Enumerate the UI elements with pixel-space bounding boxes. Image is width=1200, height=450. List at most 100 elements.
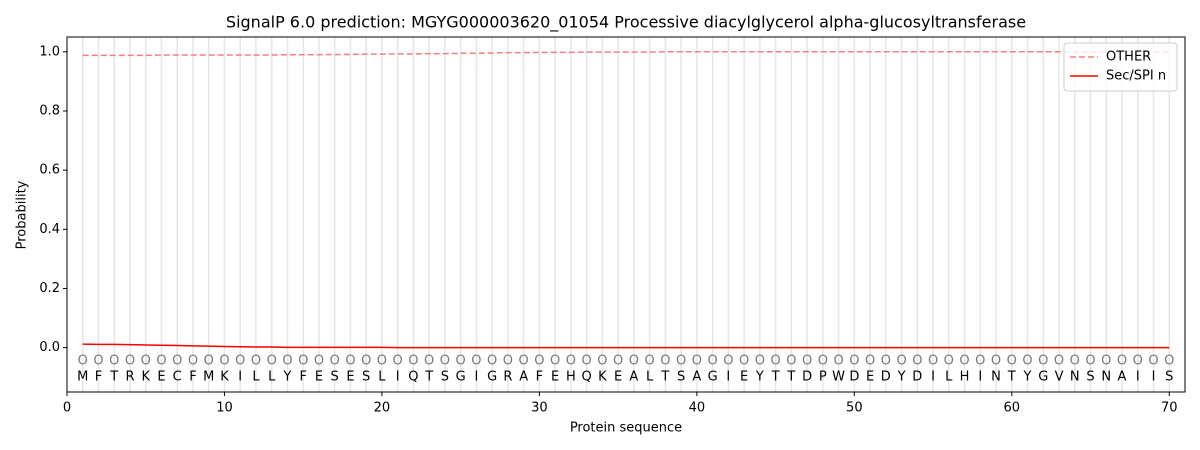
residue-label: F	[536, 370, 543, 385]
state-label: O	[141, 353, 151, 368]
residue-label: T	[660, 370, 669, 385]
state-label: O	[1054, 353, 1064, 368]
y-tick-label: 0.0	[39, 340, 60, 355]
state-label: O	[534, 353, 544, 368]
residue-label: E	[740, 370, 748, 385]
residue-label: D	[912, 370, 922, 385]
residue-label: I	[474, 370, 478, 385]
residue-label: F	[299, 370, 306, 385]
residue-label: Y	[755, 370, 764, 385]
residue-label: I	[238, 370, 242, 385]
residue-label: Q	[408, 370, 418, 385]
state-label: O	[566, 353, 576, 368]
state-label: O	[330, 353, 340, 368]
state-label: O	[1148, 353, 1158, 368]
state-label: O	[298, 353, 308, 368]
x-axis-label: Protein sequence	[570, 421, 682, 436]
state-label: O	[1022, 353, 1032, 368]
residue-label: E	[315, 370, 323, 385]
state-label: O	[645, 353, 655, 368]
legend-label: Sec/SPI n	[1106, 69, 1166, 84]
state-label: O	[440, 353, 450, 368]
residue-label: S	[362, 370, 370, 385]
residue-label: C	[173, 370, 182, 385]
state-label: O	[944, 353, 954, 368]
residue-label: L	[268, 370, 276, 385]
state-label: O	[582, 353, 592, 368]
state-label: O	[456, 353, 466, 368]
state-label: O	[487, 353, 497, 368]
residue-label: F	[95, 370, 102, 385]
residue-label: H	[566, 370, 576, 385]
state-label: O	[928, 353, 938, 368]
state-label: O	[188, 353, 198, 368]
state-label: O	[629, 353, 639, 368]
state-label: O	[503, 353, 513, 368]
state-label: O	[424, 353, 434, 368]
residue-label: I	[931, 370, 935, 385]
state-label: O	[1070, 353, 1080, 368]
series-line	[82, 51, 1170, 57]
residue-label: L	[252, 370, 260, 385]
x-tick-label: 20	[374, 401, 391, 416]
legend-label: OTHER	[1106, 50, 1151, 65]
state-label: O	[93, 353, 103, 368]
state-label: O	[1164, 353, 1174, 368]
residue-label: D	[802, 370, 812, 385]
residue-label: Q	[582, 370, 592, 385]
y-axis-label: Probability	[15, 180, 30, 249]
state-label: O	[408, 353, 418, 368]
state-label: O	[739, 353, 749, 368]
residue-label: K	[598, 370, 607, 385]
state-label: O	[204, 353, 214, 368]
state-label: O	[345, 353, 355, 368]
residue-label: A	[629, 370, 638, 385]
state-label: O	[912, 353, 922, 368]
state-label: O	[1133, 353, 1143, 368]
state-label: O	[849, 353, 859, 368]
residue-label: K	[141, 370, 150, 385]
residue-label: E	[866, 370, 874, 385]
residue-label: E	[551, 370, 559, 385]
state-label: O	[660, 353, 670, 368]
state-label: O	[361, 353, 371, 368]
state-label: O	[219, 353, 229, 368]
x-tick-label: 60	[1004, 401, 1021, 416]
state-label: O	[707, 353, 717, 368]
state-label: O	[235, 353, 245, 368]
state-label: O	[314, 353, 324, 368]
state-label: O	[865, 353, 875, 368]
plot-frame	[66, 36, 1186, 393]
state-label: O	[770, 353, 780, 368]
residue-label: Y	[1023, 370, 1032, 385]
residue-label: Y	[282, 370, 291, 385]
residue-label: N	[991, 370, 1001, 385]
state-label: O	[471, 353, 481, 368]
x-tick-label: 10	[216, 401, 233, 416]
state-label: O	[692, 353, 702, 368]
state-label: O	[833, 353, 843, 368]
y-tick-label: 0.6	[39, 163, 60, 178]
y-tick-label: 1.0	[39, 44, 60, 59]
y-tick-label: 0.4	[39, 222, 60, 237]
state-label: O	[1117, 353, 1127, 368]
state-label: O	[1085, 353, 1095, 368]
x-tick-label: 0	[63, 401, 71, 416]
residue-label: E	[346, 370, 354, 385]
state-label: O	[125, 353, 135, 368]
y-tick-label: 0.2	[39, 281, 60, 296]
residue-label: L	[378, 370, 386, 385]
residue-label: T	[109, 370, 118, 385]
residue-label: S	[331, 370, 339, 385]
state-label: O	[723, 353, 733, 368]
state-label: O	[267, 353, 277, 368]
residue-label: L	[646, 370, 654, 385]
residue-label: G	[1038, 370, 1048, 385]
residue-label: I	[726, 370, 730, 385]
residue-label: A	[1118, 370, 1127, 385]
state-label: O	[1038, 353, 1048, 368]
residue-label: N	[1070, 370, 1080, 385]
